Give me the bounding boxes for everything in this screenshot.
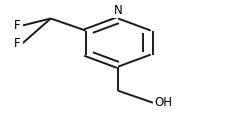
Text: F: F <box>14 19 21 32</box>
Text: N: N <box>114 4 122 17</box>
Text: F: F <box>14 37 21 50</box>
Text: OH: OH <box>155 96 173 109</box>
